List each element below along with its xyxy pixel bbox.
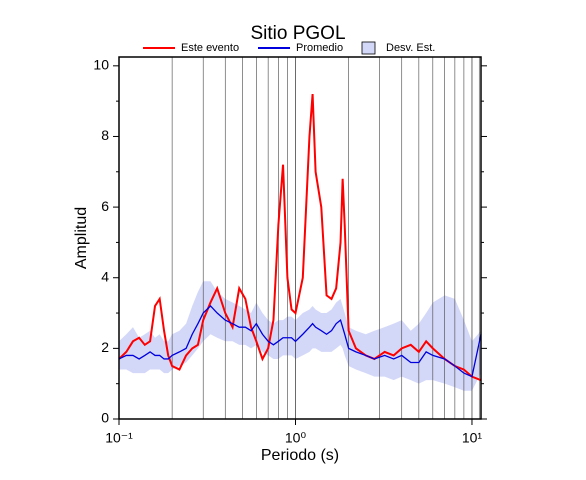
- x-tick-label: 10⁻¹: [105, 430, 133, 446]
- legend-label: Este evento: [181, 42, 239, 54]
- x-tick-label: 10⁰: [285, 430, 307, 446]
- plot-frame: [118, 56, 482, 420]
- legend-label: Desv. Est.: [386, 42, 435, 54]
- y-tick-label: 0: [101, 410, 109, 426]
- y-tick-label: 4: [101, 268, 109, 284]
- y-tick-label: 6: [101, 198, 109, 214]
- chart-title: Sitio PGOL: [250, 23, 345, 44]
- y-tick-label: 8: [101, 127, 109, 143]
- x-axis-label: Periodo (s): [261, 447, 339, 464]
- y-tick-label: 2: [101, 339, 109, 355]
- std-band: [119, 281, 481, 391]
- y-axis-label: Amplitud: [73, 207, 90, 269]
- series-line: [118, 305, 482, 378]
- x-tick-label: 10¹: [462, 430, 483, 446]
- series-line: [118, 94, 482, 382]
- legend-swatch: [361, 41, 376, 55]
- legend-label: Promedio: [296, 42, 343, 54]
- y-tick-label: 10: [93, 57, 109, 73]
